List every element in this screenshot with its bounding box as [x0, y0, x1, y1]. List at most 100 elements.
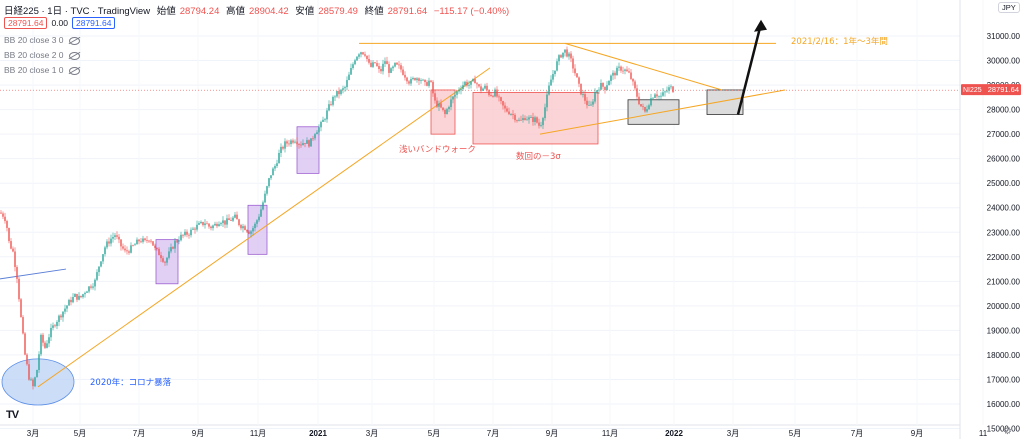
candle-body: [464, 81, 466, 86]
candle-body: [454, 94, 456, 97]
candle-body: [290, 140, 292, 145]
candle-body: [352, 64, 354, 69]
x-tick-label: 5月: [74, 429, 86, 438]
candle-body: [2, 213, 4, 217]
candle-body: [546, 94, 548, 108]
annotation-box: [296, 126, 320, 174]
candle-body: [194, 228, 196, 230]
candle-body: [420, 80, 422, 81]
candle-body: [186, 231, 188, 235]
candle-body: [40, 334, 42, 355]
eye-hidden-icon[interactable]: [68, 51, 80, 60]
candle-body: [388, 64, 390, 73]
candle-body: [378, 66, 380, 69]
candle-body: [236, 214, 238, 220]
candle-body: [596, 90, 598, 93]
eye-hidden-icon[interactable]: [68, 66, 80, 75]
candle-body: [308, 140, 310, 147]
candle-body: [270, 175, 272, 179]
candle-body: [634, 81, 636, 89]
candle-body: [90, 286, 92, 288]
candle-body: [502, 101, 504, 106]
candle-body: [172, 247, 174, 249]
candle-body: [162, 258, 164, 262]
candle-body: [612, 72, 614, 76]
candle-body: [122, 246, 124, 249]
candle-body: [206, 223, 208, 225]
candle-body: [626, 69, 628, 72]
candle-body: [348, 74, 350, 81]
candle-body: [274, 166, 276, 169]
candle-body: [522, 118, 524, 120]
candle-body: [562, 52, 564, 58]
change-value: −115.17 (−0.40%): [433, 6, 510, 17]
y-tick-label: 31000.00: [987, 32, 1021, 41]
candle-body: [568, 53, 570, 57]
candle-body: [276, 163, 278, 167]
sell-price-button[interactable]: 28791.64: [4, 17, 48, 29]
candle-body: [100, 261, 102, 267]
candle-body: [20, 299, 22, 318]
annotation-minus3sigma: 数回の－3σ: [516, 151, 561, 162]
candle-body: [342, 88, 344, 90]
x-tick-label: 11月: [250, 429, 266, 438]
candle-body: [430, 80, 432, 82]
trade-buttons: 28791.64 0.00 28791.64: [4, 17, 116, 29]
candle-body: [550, 79, 552, 86]
annotation-corona: 2020年：コロナ暴落: [90, 377, 172, 388]
candle-body: [72, 296, 74, 303]
currency-button[interactable]: JPY: [998, 2, 1020, 13]
candle-body: [582, 94, 584, 95]
indicator-bb-1[interactable]: BB 20 close 1 0: [4, 65, 80, 75]
candle-body: [56, 321, 58, 327]
indicator-bb-2[interactable]: BB 20 close 2 0: [4, 50, 80, 60]
candle-body: [408, 81, 410, 84]
gear-icon[interactable]: ⚙: [1003, 426, 1012, 437]
candle-body: [576, 73, 578, 78]
candle-body: [624, 69, 626, 71]
candle-body: [620, 66, 622, 71]
trend-line: [539, 89, 786, 135]
y-tick-label: 28000.00: [987, 106, 1021, 115]
tv-logo-icon[interactable]: TV: [6, 409, 19, 421]
eye-hidden-icon[interactable]: [68, 36, 80, 45]
candle-body: [310, 138, 312, 147]
candle-body: [496, 89, 498, 97]
high-label: 高値: [226, 6, 246, 17]
symbol-title[interactable]: 日経225 · 1日 · TVC · TradingView: [4, 6, 151, 17]
candle-body: [590, 104, 592, 106]
candle-body: [208, 223, 210, 227]
candle-body: [50, 327, 52, 338]
annotation-future: 2021/2/16：1年～3年間: [791, 36, 888, 47]
candle-body: [102, 254, 104, 262]
candle-body: [518, 119, 520, 121]
candle-body: [94, 279, 96, 287]
candle-body: [442, 107, 444, 110]
candle-body: [48, 337, 50, 344]
candle-body: [280, 146, 282, 153]
candle-body: [508, 111, 510, 115]
y-tick-label: 27000.00: [987, 130, 1021, 139]
candle-body: [226, 218, 228, 225]
x-tick-label: 9月: [911, 429, 923, 438]
candle-body: [360, 52, 362, 55]
y-tick-label: 15000.00: [987, 425, 1021, 434]
candle-body: [258, 216, 260, 221]
trend-line: [0, 268, 67, 280]
candle-body: [54, 325, 56, 327]
candle-body: [606, 85, 608, 91]
candle-body: [636, 88, 638, 97]
buy-price-button[interactable]: 28791.64: [72, 17, 116, 29]
indicator-bb-3[interactable]: BB 20 close 3 0: [4, 35, 80, 45]
candle-body: [198, 223, 200, 225]
candle-body: [316, 132, 318, 135]
x-tick-label: 7月: [487, 429, 499, 438]
candle-body: [24, 333, 26, 355]
candle-body: [38, 354, 40, 370]
candle-body: [6, 221, 8, 228]
candle-body: [404, 74, 406, 78]
y-tick-label: 25000.00: [987, 179, 1021, 188]
candle-body: [28, 364, 30, 380]
candle-body: [204, 223, 206, 226]
